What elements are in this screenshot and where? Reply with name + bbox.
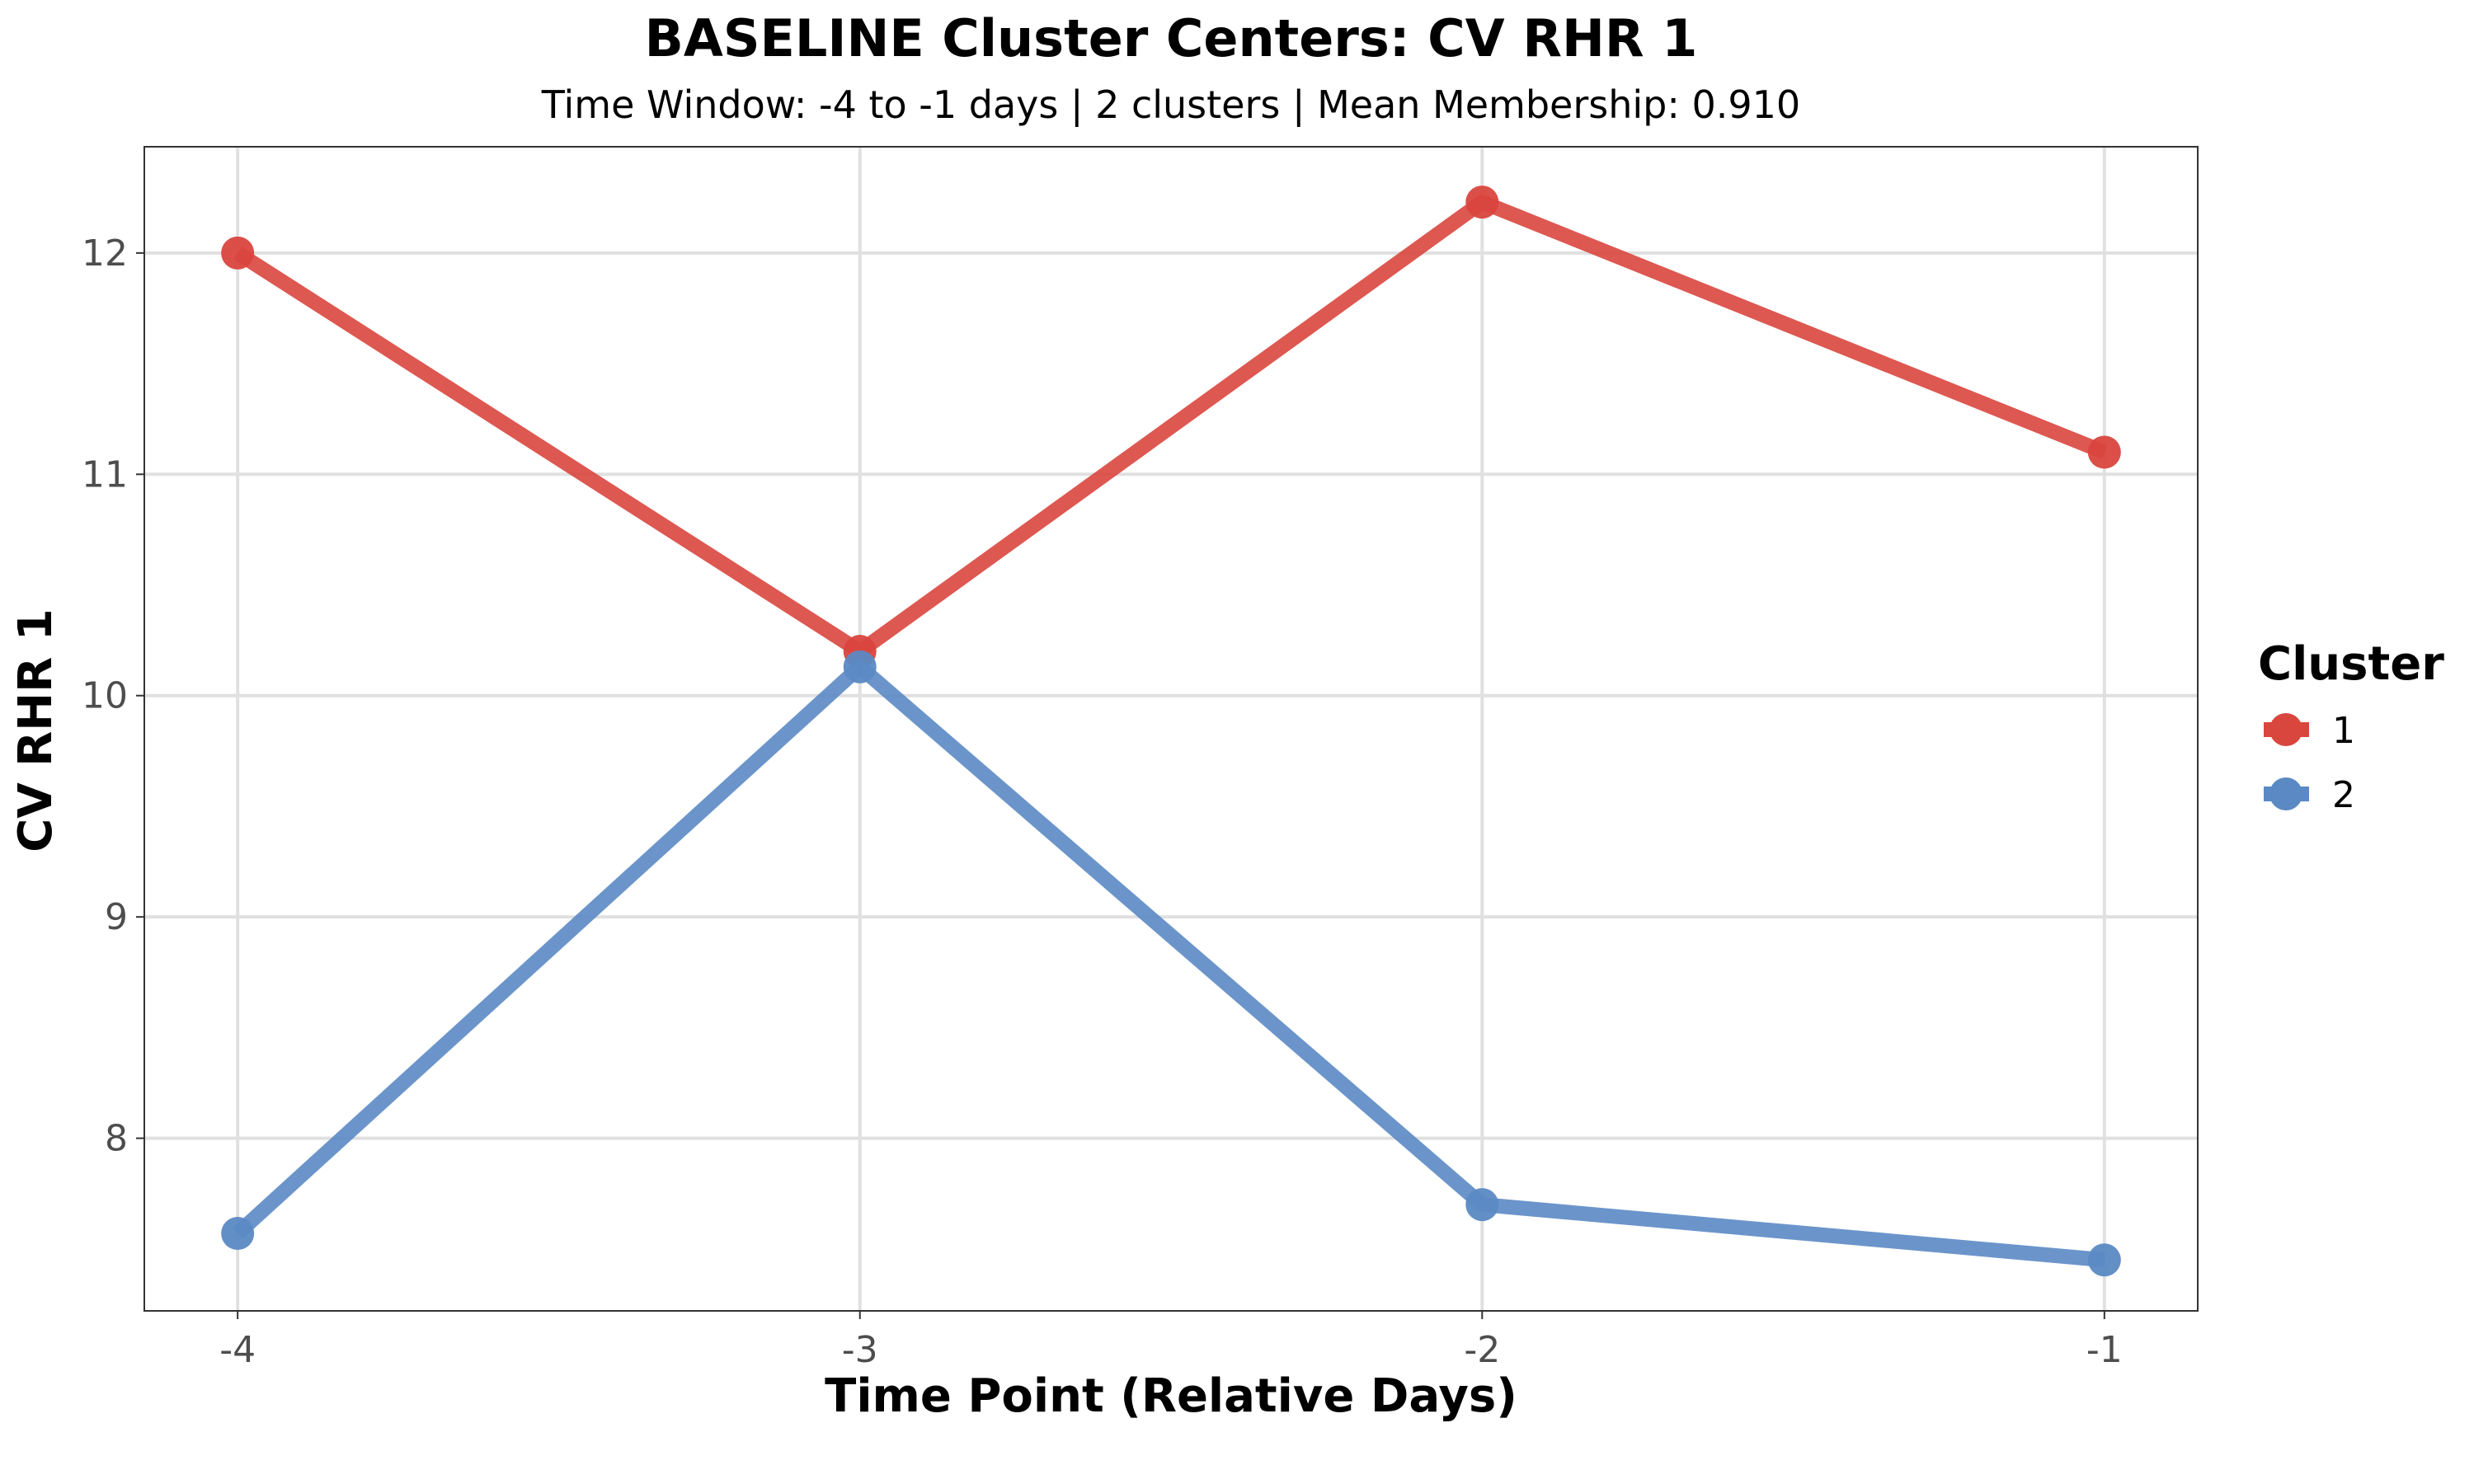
series-line	[233, 659, 2105, 1268]
x-axis-title: Time Point (Relative Days)	[825, 1369, 1517, 1423]
data-point	[2087, 1243, 2121, 1277]
legend-key-point	[2269, 713, 2302, 746]
chart-subtitle: Time Window: -4 to -1 days | 2 clusters …	[541, 82, 1800, 128]
y-tick-label: 9	[105, 896, 128, 938]
series-1	[221, 186, 2121, 669]
y-tick-label: 11	[82, 453, 128, 495]
y-tick-label: 12	[82, 232, 128, 275]
legend-item: 2	[2264, 774, 2355, 816]
legend-key-point	[2269, 777, 2302, 810]
x-tick-label: -1	[2086, 1329, 2123, 1371]
y-tick-label: 10	[82, 675, 128, 717]
legend-item: 1	[2264, 710, 2355, 752]
x-tick-label: -3	[842, 1329, 878, 1371]
y-axis-title: CV RHR 1	[9, 608, 63, 852]
data-point	[2087, 435, 2121, 469]
x-tick-label: -2	[1464, 1329, 1500, 1371]
x-tick-label: -4	[219, 1329, 256, 1371]
legend-label: 1	[2332, 710, 2355, 752]
data-point	[1465, 186, 1499, 219]
legend: Cluster 1 2	[2258, 637, 2444, 816]
data-point	[1465, 1188, 1499, 1222]
axes: 8 9 10 11 12 -4 -3 -2 -1	[82, 232, 2123, 1371]
data-point	[843, 650, 877, 683]
legend-label: 2	[2332, 774, 2355, 816]
series-layer	[221, 186, 2121, 1277]
plot-frame	[143, 146, 2199, 1312]
data-point	[221, 236, 255, 270]
data-point	[221, 1217, 255, 1251]
legend-title: Cluster	[2258, 637, 2444, 691]
series-line	[233, 195, 2108, 660]
grid	[144, 147, 2198, 1311]
series-2	[221, 650, 2121, 1277]
y-tick-label: 8	[105, 1118, 128, 1160]
chart-title: BASELINE Cluster Centers: CV RHR 1	[645, 8, 1698, 68]
